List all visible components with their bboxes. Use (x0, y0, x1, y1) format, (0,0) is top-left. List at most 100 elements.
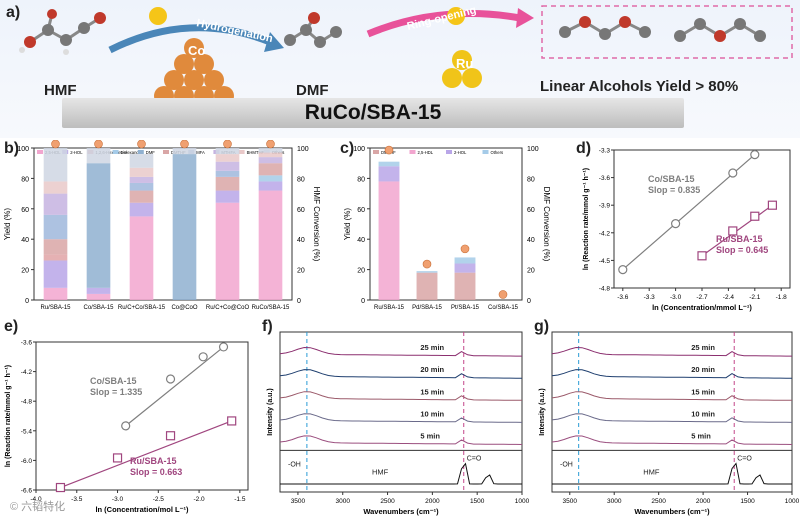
smiley-icon (149, 7, 167, 25)
bar-segment (215, 176, 240, 191)
bar-segment (129, 190, 154, 203)
plot-frame (613, 149, 791, 289)
y2-tick-label: 40 (297, 237, 305, 244)
conversion-point (384, 145, 394, 155)
category-label: Co/SBA-15 (488, 305, 519, 311)
x-tick-label: -3.0 (670, 294, 682, 301)
data-point (227, 416, 237, 426)
data-point (198, 352, 208, 362)
trace-label: 5 min (420, 431, 440, 440)
plot-frame (279, 331, 523, 493)
chart-c: 0 0 20 20 40 40 60 60 80 80 100 100 Yield (%) DMF Con… (343, 145, 551, 311)
x-tick-label: 2500 (380, 498, 395, 505)
spectrum-trace (551, 346, 792, 357)
plot-frame (33, 147, 293, 301)
data-point (728, 168, 738, 178)
legend-swatch (446, 150, 452, 154)
y-axis-label: ln (Reaction rate/mmol g⁻¹ h⁻¹) (583, 168, 590, 270)
category-label: Co/SBA-15 (83, 305, 114, 311)
bar-segment (43, 260, 68, 288)
y2-tick-label: 0 (297, 298, 301, 305)
x-tick-label: 1000 (785, 498, 800, 505)
spectrum-trace (279, 391, 522, 401)
y-tick-label: -6.6 (21, 488, 33, 495)
chart-f: 3500 3000 2500 2000 1500 1000 Wavenumbers (cm⁻… (267, 331, 530, 516)
x-tick-label: 3000 (607, 498, 622, 505)
conversion-point (266, 140, 275, 149)
y-axis-label: Intensity (a.u.) (539, 388, 546, 435)
y-axis-label: Yield (%) (3, 208, 12, 240)
legend-entry: Others (491, 150, 504, 155)
x-axis-label: Wavenumbers (cm⁻¹) (363, 507, 439, 516)
category-label: Ru/SBA-15 (374, 305, 405, 311)
y-tick-label: -4.2 (21, 369, 33, 376)
data-point (767, 200, 777, 210)
conversion-point (460, 244, 470, 254)
trace-label: 10 min (691, 409, 715, 418)
bar-segment (43, 193, 68, 215)
x-tick-label: 1000 (515, 498, 530, 505)
bar-segment (129, 202, 154, 217)
y2-axis-label: DMF Conversion (%) (542, 187, 551, 262)
y-tick-label: 0 (25, 298, 29, 305)
bar-segment (43, 287, 68, 300)
x-tick-label: -2.4 (723, 294, 735, 301)
x-axis-label: ln (Concentration/mmol L⁻¹) (652, 303, 752, 312)
legend-entry: 1-Hexanol (121, 150, 140, 155)
product-label: Linear Alcohols Yield > 80% (540, 78, 739, 95)
x-tick-label: -4.0 (30, 496, 42, 503)
legend-entry: BHMTHF (247, 150, 265, 155)
conversion-point (51, 140, 60, 149)
bar-segment (172, 154, 197, 300)
y-axis-label: Intensity (a.u.) (267, 388, 274, 435)
category-label: Ru/C+Co@CoO (206, 305, 250, 311)
bar-segment (454, 263, 476, 273)
x-tick-label: -1.5 (234, 496, 246, 503)
spectrum-trace (279, 435, 523, 445)
reference-spectrum (552, 462, 792, 485)
ring-opening-arrow (366, 10, 521, 38)
alcohol-molecule-icon-2 (674, 18, 766, 42)
bar-segment (416, 271, 438, 273)
spectrum-trace (551, 391, 792, 401)
y-tick-label: 60 (357, 207, 365, 214)
panel-label-d: d) (576, 140, 592, 157)
conversion-point (498, 290, 508, 299)
fit-line (60, 420, 232, 489)
x-tick-label: -2.1 (749, 294, 761, 301)
category-label: Co@CoO (171, 305, 197, 311)
y-axis-label: ln (Reaction rate/mmol g⁻¹ h⁻¹) (5, 365, 12, 467)
bar-segment (215, 161, 240, 171)
y2-axis-label: HMF Conversion (%) (312, 187, 321, 262)
legend-entry: DMF (146, 150, 156, 155)
category-label: Ru/C+Co/SBA-15 (118, 305, 166, 311)
watermark: © 六韬特化 (10, 501, 66, 513)
x-tick-label: -1.8 (776, 294, 788, 301)
y-tick-label: 40 (357, 237, 365, 244)
bar-segment (215, 190, 240, 203)
bar-segment (378, 181, 400, 300)
legend-entry: 2,5-HDL (418, 150, 434, 155)
slope-label: Slop = 0.663 (130, 467, 182, 477)
category-label: Ru/SBA-15 (40, 305, 71, 311)
y2-tick-label: 40 (527, 237, 535, 244)
panel-label-g: g) (534, 318, 550, 335)
bar-segment (86, 293, 111, 300)
ru-label: Ru (456, 56, 473, 71)
legend-swatch (137, 150, 144, 154)
category-label: Pt/SBA-15 (451, 305, 480, 311)
plot-frame (369, 147, 523, 301)
hydrogenation-label: Hydrogenation (195, 17, 274, 45)
spectrum-trace (551, 413, 793, 423)
x-tick-label: 1500 (470, 498, 485, 505)
y-tick-label: -4.5 (599, 258, 611, 265)
spectrum-trace (551, 369, 792, 379)
chart-g: 3500 3000 2500 2000 1500 1000 Wavenumbers (cm⁻… (539, 331, 800, 516)
dmf-molecule-icon (284, 12, 342, 48)
y-tick-label: 40 (21, 237, 29, 244)
y-tick-label: 20 (21, 268, 29, 275)
panel-label-b: b) (4, 140, 20, 157)
trace-label: 25 min (691, 343, 715, 352)
y2-tick-label: 20 (527, 268, 535, 275)
x-tick-label: 3500 (563, 498, 578, 505)
